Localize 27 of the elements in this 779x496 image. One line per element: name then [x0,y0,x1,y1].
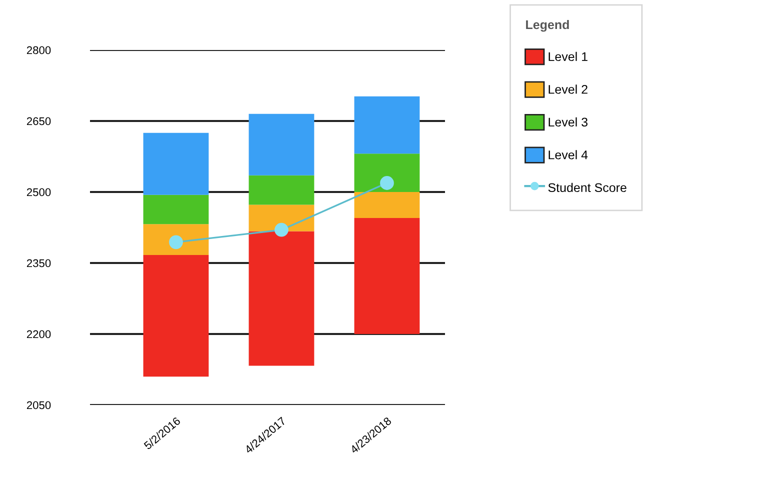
bar [354,154,420,192]
y-tick-label: 2500 [26,188,51,196]
y-tick-label: 2350 [26,259,51,268]
bar [143,224,209,255]
legend-label: Level 2 [548,84,588,94]
point [380,176,394,190]
bar [248,231,314,366]
y-tick-label: 2200 [26,330,51,338]
bar [143,132,209,195]
legend-title: Legend [526,20,569,32]
bar [248,114,314,176]
bar [354,96,420,154]
y-tick-label: 2800 [26,46,51,54]
bar [143,254,209,377]
bar [248,175,314,205]
legend-label: Level 1 [548,52,588,62]
legend-label: Level 4 [548,150,588,160]
bar [354,192,420,218]
legend-label: Level 3 [548,117,588,127]
y-tick-label: 2050 [26,401,51,410]
point [169,235,183,250]
point [274,222,288,237]
legend-label: Student Score [548,182,626,192]
bar [354,218,420,334]
bar [143,194,209,224]
y-tick-label: 2650 [26,117,51,126]
bar [248,204,314,232]
